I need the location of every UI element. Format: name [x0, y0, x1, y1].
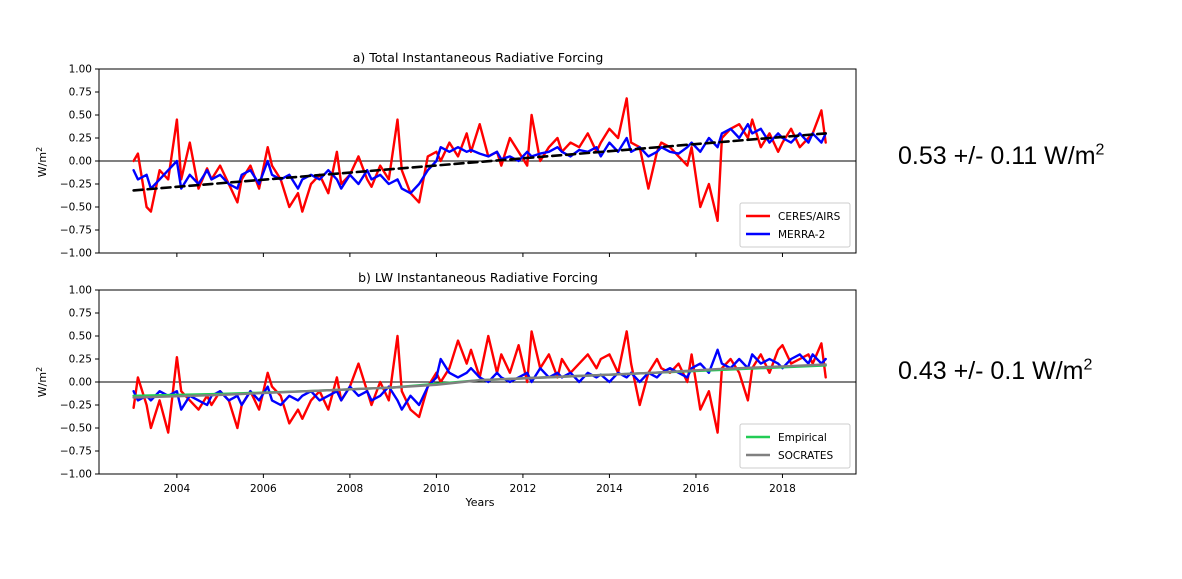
chart-a-ytick-label: −0.25 — [60, 179, 92, 191]
chart-b-ytick-label: −1.00 — [60, 469, 92, 481]
chart-a-ytick-label: 1.00 — [69, 64, 92, 76]
chart-b-series-line-1 — [132, 348, 827, 411]
chart-a-ytick-label: −1.00 — [60, 248, 92, 260]
chart-a-ytick-label: 0.75 — [69, 87, 92, 99]
chart-panel-a: a) Total Instantaneous Radiative Forcing… — [35, 50, 857, 260]
chart-a-plot-area: 1.00 0.75 0.50 0.25 0.00 −0.25 −0.50 −0.75 −1.00… — [60, 64, 857, 260]
chart-b-xtick-label: 2008 — [337, 483, 364, 495]
annotation-lw-forcing: 0.43 +/- 0.1 W/m2 — [898, 357, 1092, 386]
chart-b-ytick-label: −0.50 — [60, 423, 92, 435]
chart-a-ytick-label: 0.25 — [69, 133, 92, 145]
chart-a-ytick-label: 0.50 — [69, 110, 92, 122]
chart-a-ytick-label: −0.75 — [60, 225, 92, 237]
chart-a-legend — [739, 202, 851, 248]
annotation-lw-sup: 2 — [1083, 356, 1093, 374]
annotation-total-forcing: 0.53 +/- 0.11 W/m2 — [898, 142, 1104, 171]
chart-b-xtick-label: 2010 — [423, 483, 450, 495]
chart-a-ytick-label: 0.00 — [69, 156, 92, 168]
chart-a-title: a) Total Instantaneous Radiative Forcing — [353, 50, 604, 65]
chart-b-ylabel: W/m2 — [35, 367, 49, 397]
chart-b-ylabel-unit: W/m — [36, 372, 49, 397]
chart-b-series-socrates — [132, 363, 827, 399]
chart-b-ytick-label: 0.75 — [69, 308, 92, 320]
chart-a-series-merra-2 — [132, 122, 827, 195]
chart-b-xtick-label: 2016 — [683, 483, 710, 495]
chart-b-xtick-label: 2004 — [163, 483, 190, 495]
chart-a-series-trend-line — [132, 132, 828, 192]
annotation-lw-text: 0.43 +/- 0.1 W/m — [898, 357, 1084, 385]
chart-b-legend — [739, 423, 851, 469]
chart-b-ytick-label: −0.25 — [60, 400, 92, 412]
chart-a-ylabel-unit: W/m — [36, 152, 49, 177]
chart-a-legend-label: CERES/AIRS — [778, 211, 841, 223]
chart-b-plot-area: 1.00 0.75 0.50 0.25 0.00 −0.25 −0.50 −0.75 −1.00… — [60, 285, 857, 495]
chart-b-xtick-label: 2014 — [596, 483, 623, 495]
chart-b-xtick-label: 2006 — [250, 483, 277, 495]
chart-b-ytick-label: 0.25 — [69, 354, 92, 366]
annotation-total-text: 0.53 +/- 0.11 W/m — [898, 142, 1096, 170]
chart-b-xlabel: Years — [464, 496, 494, 509]
ylabel-superscript: 2 — [35, 147, 44, 152]
chart-b-xtick-label: 2012 — [510, 483, 537, 495]
chart-a-ytick-label: −0.50 — [60, 202, 92, 214]
chart-b-title: b) LW Instantaneous Radiative Forcing — [358, 270, 598, 285]
chart-a-series-ceres-airs — [132, 97, 827, 223]
chart-b-ytick-label: 0.00 — [69, 377, 92, 389]
chart-a-ylabel: W/m2 — [35, 147, 49, 177]
chart-a-legend-label: MERRA-2 — [778, 229, 825, 241]
chart-b-ytick-label: 0.50 — [69, 331, 92, 343]
ylabel-superscript: 2 — [35, 367, 44, 372]
chart-b-ytick-label: 1.00 — [69, 285, 92, 297]
chart-b-xtick-label: 2018 — [769, 483, 796, 495]
chart-b-legend-label: SOCRATES — [778, 450, 834, 462]
chart-b-ytick-label: −0.75 — [60, 446, 92, 458]
annotation-total-sup: 2 — [1095, 141, 1105, 159]
chart-b-legend-label: Empirical — [778, 432, 827, 444]
chart-panel-b: b) LW Instantaneous Radiative Forcing W/… — [35, 270, 857, 509]
